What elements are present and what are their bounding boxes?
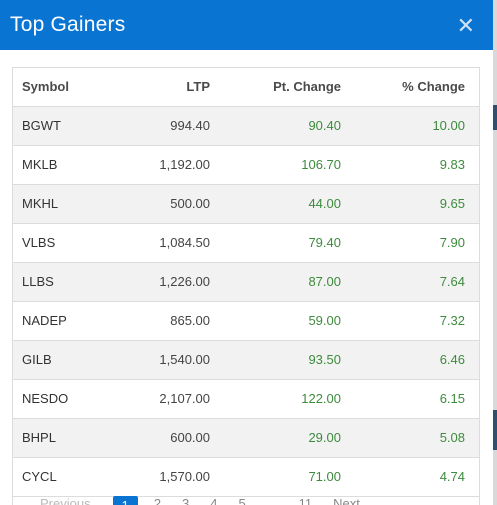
table-row[interactable]: BGWT 994.40 90.40 10.00 xyxy=(13,106,479,146)
table-row[interactable]: NADEP 865.00 59.00 7.32 xyxy=(13,301,479,341)
cell-symbol: MKHL xyxy=(13,184,108,224)
header-ltp[interactable]: LTP xyxy=(108,68,210,107)
cell-symbol: NADEP xyxy=(13,301,108,341)
close-icon[interactable]: ✕ xyxy=(456,13,475,38)
cell-ltp: 500.00 xyxy=(108,184,210,224)
cell-symbol: VLBS xyxy=(13,223,108,263)
cell-symbol: BGWT xyxy=(13,106,108,146)
table-row[interactable]: GILB 1,540.00 93.50 6.46 xyxy=(13,340,479,380)
cell-pct-change: 9.65 xyxy=(341,184,479,224)
cell-ltp: 994.40 xyxy=(108,106,210,146)
pagination-page-3[interactable]: 3 xyxy=(182,496,190,505)
cell-pt-change: 122.00 xyxy=(210,379,341,419)
cell-pt-change: 71.00 xyxy=(210,457,341,497)
cell-pt-change: 87.00 xyxy=(210,262,341,302)
pagination-previous[interactable]: Previous xyxy=(40,496,91,505)
cell-ltp: 2,107.00 xyxy=(108,379,210,419)
table-row[interactable]: NESDO 2,107.00 122.00 6.15 xyxy=(13,379,479,419)
cell-pct-change: 6.46 xyxy=(341,340,479,380)
background-block xyxy=(493,105,497,130)
table-row[interactable]: BHPL 600.00 29.00 5.08 xyxy=(13,418,479,458)
header-pct-change[interactable]: % Change xyxy=(341,68,479,107)
cell-pct-change: 10.00 xyxy=(341,106,479,146)
cell-symbol: CYCL xyxy=(13,457,108,497)
cell-pt-change: 93.50 xyxy=(210,340,341,380)
cell-pt-change: 29.00 xyxy=(210,418,341,458)
pagination-page-1[interactable]: 1 xyxy=(112,496,138,505)
table-row[interactable]: MKHL 500.00 44.00 9.65 xyxy=(13,184,479,224)
table-header-row: Symbol LTP Pt. Change % Change xyxy=(13,68,479,107)
modal-title: Top Gainers xyxy=(10,13,126,36)
pagination-page-5[interactable]: 5 xyxy=(238,496,246,505)
header-pt-change[interactable]: Pt. Change xyxy=(210,68,341,107)
cell-pt-change: 106.70 xyxy=(210,145,341,185)
cell-ltp: 1,226.00 xyxy=(108,262,210,302)
cell-pt-change: 79.40 xyxy=(210,223,341,263)
cell-ltp: 1,540.00 xyxy=(108,340,210,380)
table-row[interactable]: CYCL 1,570.00 71.00 4.74 xyxy=(13,457,479,497)
cell-pct-change: 7.64 xyxy=(341,262,479,302)
cell-symbol: BHPL xyxy=(13,418,108,458)
gainers-table: Symbol LTP Pt. Change % Change BGWT 994.4… xyxy=(13,68,479,497)
cell-ltp: 1,192.00 xyxy=(108,145,210,185)
table-row[interactable]: VLBS 1,084.50 79.40 7.90 xyxy=(13,223,479,263)
modal-header: Top Gainers ✕ xyxy=(0,0,493,50)
cell-symbol: NESDO xyxy=(13,379,108,419)
cell-pt-change: 59.00 xyxy=(210,301,341,341)
cell-pct-change: 7.32 xyxy=(341,301,479,341)
cell-pt-change: 90.40 xyxy=(210,106,341,146)
background-page-edge xyxy=(493,0,497,505)
cell-symbol: MKLB xyxy=(13,145,108,185)
modal-body: Symbol LTP Pt. Change % Change BGWT 994.4… xyxy=(0,50,493,505)
cell-pct-change: 6.15 xyxy=(341,379,479,419)
gainers-table-container[interactable]: Symbol LTP Pt. Change % Change BGWT 994.4… xyxy=(12,67,480,505)
cell-ltp: 865.00 xyxy=(108,301,210,341)
background-block xyxy=(493,410,497,450)
cell-pct-change: 7.90 xyxy=(341,223,479,263)
cell-ltp: 600.00 xyxy=(108,418,210,458)
cell-pt-change: 44.00 xyxy=(210,184,341,224)
pagination-page-2[interactable]: 2 xyxy=(153,496,162,505)
pagination-page-11[interactable]: 11 xyxy=(298,496,313,505)
pagination-ellipsis: ... xyxy=(266,496,278,505)
table-row[interactable]: LLBS 1,226.00 87.00 7.64 xyxy=(13,262,479,302)
pagination-next[interactable]: Next xyxy=(333,496,360,505)
pagination: Previous 1 2 3 4 5 ... 11 Next xyxy=(12,496,381,505)
cell-pct-change: 9.83 xyxy=(341,145,479,185)
cell-symbol: GILB xyxy=(13,340,108,380)
pagination-page-4[interactable]: 4 xyxy=(210,496,218,505)
table-row[interactable]: MKLB 1,192.00 106.70 9.83 xyxy=(13,145,479,185)
cell-pct-change: 4.74 xyxy=(341,457,479,497)
cell-ltp: 1,084.50 xyxy=(108,223,210,263)
header-symbol[interactable]: Symbol xyxy=(13,68,108,107)
cell-ltp: 1,570.00 xyxy=(108,457,210,497)
cell-pct-change: 5.08 xyxy=(341,418,479,458)
cell-symbol: LLBS xyxy=(13,262,108,302)
